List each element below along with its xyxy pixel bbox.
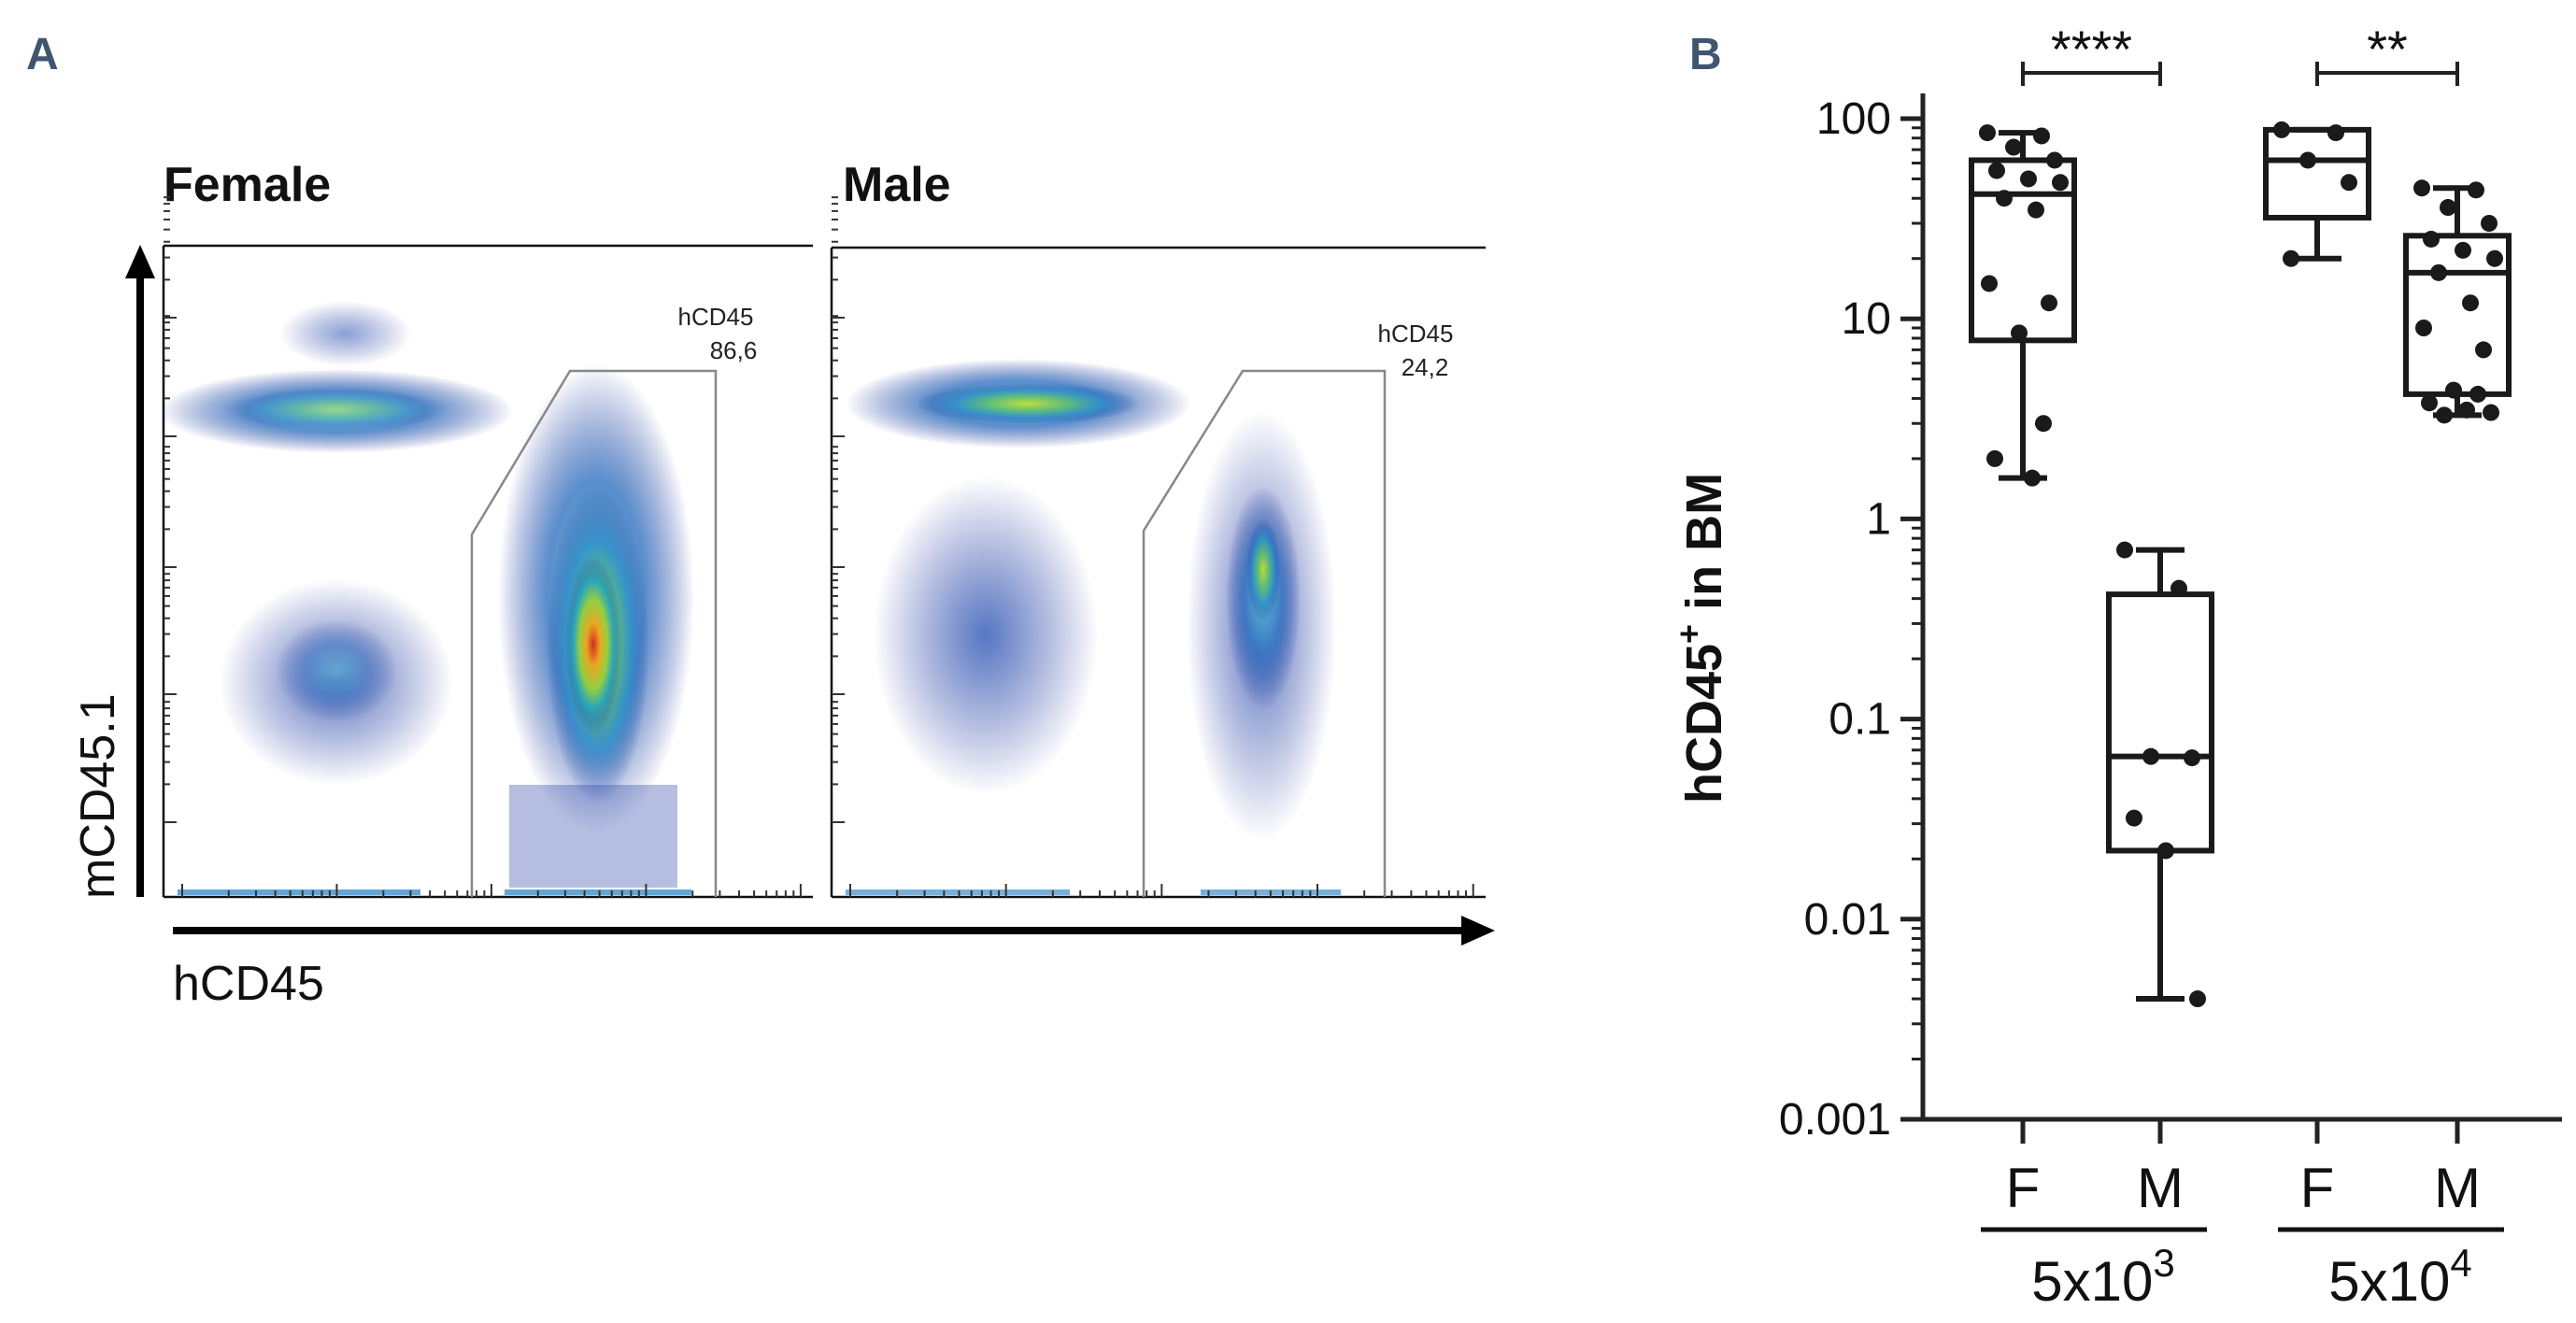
data-point [2445,381,2462,399]
data-point [2341,174,2357,192]
data-point [2041,294,2057,312]
flow-axis-arrows [125,245,1495,946]
data-point [1979,124,1996,142]
data-point [1996,190,2013,207]
data-point [2020,170,2037,188]
female-gate-name: hCD45 [678,303,754,331]
y-axis-label-sup: + [1670,624,1708,644]
data-point [2035,415,2052,433]
significance-label: **** [2051,20,2132,78]
data-point [2189,990,2206,1008]
data-point [2052,174,2069,192]
data-point [2436,406,2453,424]
data-point [2033,127,2050,145]
group-label-base: 5x10 [2328,1250,2450,1313]
male-gate-value: 24,2 [1402,353,1449,381]
y-axis-label-main: hCD45 [1676,644,1732,804]
data-point [2413,179,2430,197]
male-density-plot [846,359,1341,895]
data-point [2142,747,2159,765]
box-plot-marks [1969,121,2512,1008]
group-label-exponent: 3 [2153,1241,2174,1285]
data-point [1981,275,1998,292]
data-point [2024,469,2041,487]
data-point [2415,320,2432,337]
data-point [2421,394,2438,412]
y-tick-label: 0.1 [1829,695,1891,745]
data-point [2116,541,2133,559]
category-label: M [2434,1157,2481,1219]
data-point [2005,138,2022,156]
data-point [2475,341,2492,359]
group-label-exponent: 4 [2450,1241,2471,1285]
data-point [2028,201,2044,219]
data-point [2483,404,2499,421]
data-point [2455,241,2471,259]
data-point [2468,181,2484,199]
flow-plot-frames [162,244,1486,899]
box-iqr [2263,126,2371,220]
y-axis-label-rest: in BM [1676,473,1732,624]
data-point [2283,249,2299,267]
data-point [2299,151,2316,169]
data-point [2046,151,2063,169]
data-point [2430,263,2447,281]
box-2 [2106,541,2214,1008]
y-tick-label: 0.001 [1779,1095,1891,1145]
male-plot-title: Male [843,158,951,212]
data-point [2126,809,2142,827]
data-point [2184,749,2200,767]
y-tick-labels: 100 10 1 0.1 0.01 0.001 [1779,94,1891,1145]
box-iqr [2106,591,2214,854]
group-label-base: 5x10 [2031,1250,2153,1313]
box-4 [2403,179,2512,424]
data-point [2440,199,2456,217]
y-axis-label: hCD45+ in BM [1670,473,1732,804]
significance-label: ** [2367,20,2408,78]
male-gate-name: hCD45 [1378,320,1454,348]
data-point [1988,162,2005,179]
group-label: 5x103 [2031,1241,2174,1313]
flow-y-axis-label: mCD45.1 [71,693,125,899]
category-label: F [2006,1157,2041,1219]
data-point [2458,401,2475,419]
female-gate-value: 86,6 [710,336,758,364]
significance-brackets: **** ** [2021,20,2459,86]
data-point [2011,324,2028,342]
y-tick-label: 1 [1866,494,1891,544]
data-point [2327,124,2344,142]
flow-x-axis-label: hCD45 [173,957,324,1011]
flow-gates [470,369,1387,897]
box-1 [1969,124,2077,487]
data-point [2157,842,2174,860]
group-label: 5x104 [2328,1241,2471,1313]
data-point [2469,385,2486,403]
data-point [2481,215,2498,233]
y-tick-label: 0.01 [1804,895,1891,945]
female-density-plot [159,301,694,895]
data-point [2170,579,2187,597]
data-point [1986,449,2003,467]
data-point [2486,249,2503,267]
group-labels: 5x103 5x104 [1981,1227,2504,1313]
category-label: M [2137,1157,2184,1219]
y-tick-label: 10 [1842,294,1891,344]
data-point [2423,230,2440,248]
box-3 [2263,121,2371,267]
flow-axis-ticks [164,196,1474,897]
data-point [2462,294,2479,312]
panel-b-letter: B [1689,30,1722,79]
data-point [2273,121,2290,138]
category-label: F [2300,1157,2335,1219]
female-plot-title: Female [164,158,331,212]
y-tick-label: 100 [1816,94,1891,144]
panel-a-letter: A [26,30,59,79]
